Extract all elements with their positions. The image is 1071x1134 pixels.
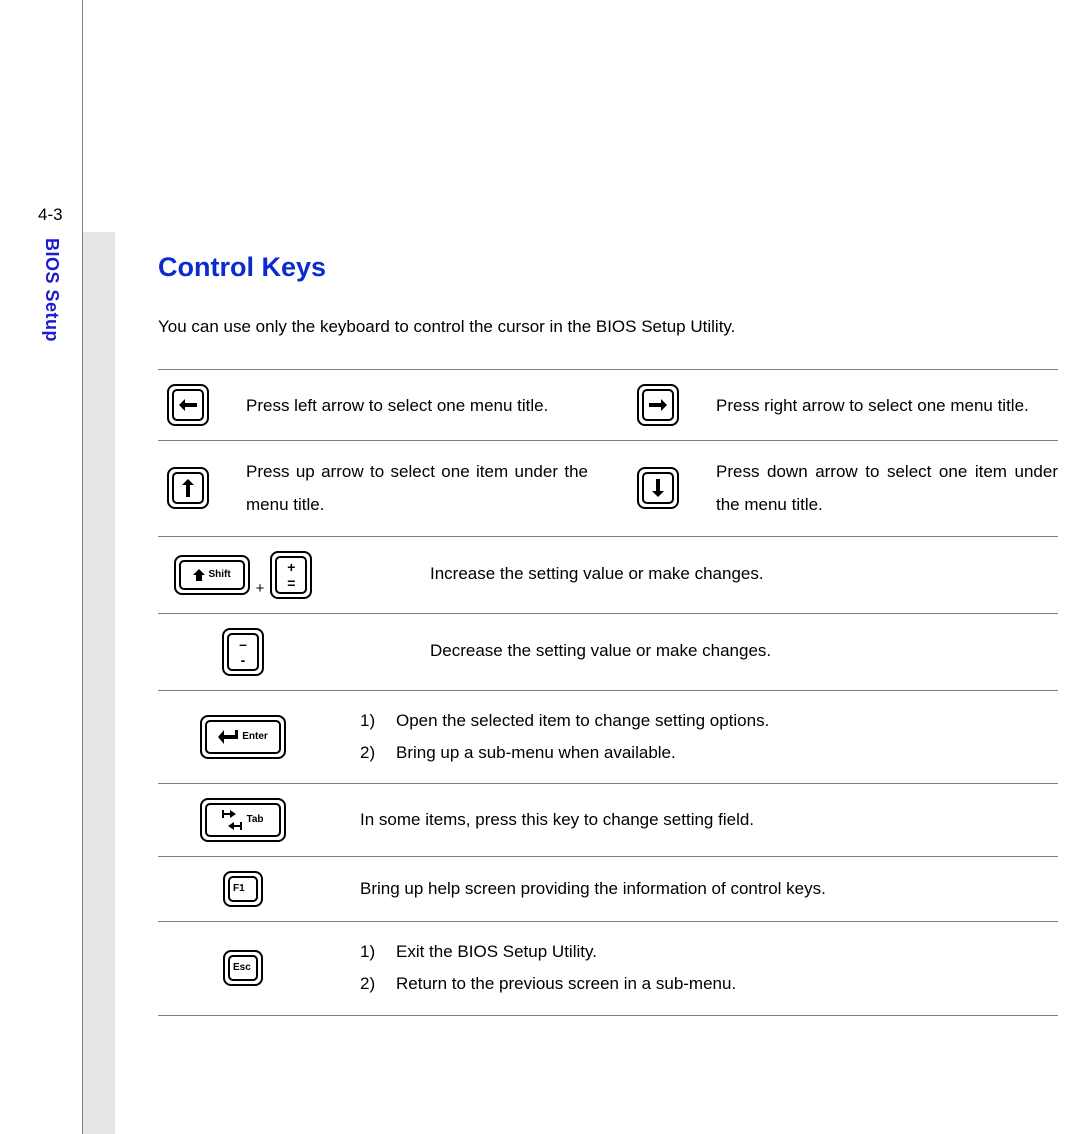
- tab-desc: In some items, press this key to change …: [360, 804, 1058, 836]
- row-enter: Enter 1) Open the selected item to change…: [158, 690, 1058, 784]
- shift-key-icon: Shift: [174, 555, 250, 595]
- right-arrow-key-icon: [637, 384, 679, 426]
- enter-desc-list: 1) Open the selected item to change setti…: [360, 705, 1058, 770]
- plus-separator: +: [256, 580, 265, 599]
- right-arrow-desc: Press right arrow to select one menu tit…: [716, 389, 1058, 422]
- col-right-arrow: Press right arrow to select one menu tit…: [628, 384, 1058, 426]
- tab-key-label: Tab: [246, 815, 263, 825]
- up-arrow-desc: Press up arrow to select one item under …: [246, 455, 588, 521]
- enter-key-icon: Enter: [200, 715, 286, 759]
- tab-key-icon: Tab: [200, 798, 286, 842]
- keycap-right-arrow: [628, 384, 688, 426]
- plus-glyph: +: [287, 560, 295, 574]
- row-tab: Tab In some items, press this key to cha…: [158, 783, 1058, 856]
- enter-arrow-glyph-icon: [218, 730, 238, 744]
- side-tab-label: BIOS Setup: [41, 238, 62, 342]
- section-heading: Control Keys: [158, 252, 1058, 283]
- keycap-esc: Esc: [158, 950, 328, 986]
- intro-text: You can use only the keyboard to control…: [158, 311, 1058, 343]
- esc-desc1-num: 1): [360, 936, 382, 968]
- minus-top-glyph: –: [239, 637, 247, 651]
- row-shift-plus: Shift + + = Increase the setting value o…: [158, 536, 1058, 613]
- col-down-arrow: Press down arrow to select one item unde…: [628, 455, 1058, 521]
- keycap-enter: Enter: [158, 715, 328, 759]
- keycap-left-arrow: [158, 384, 218, 426]
- esc-desc1: Exit the BIOS Setup Utility.: [396, 936, 597, 968]
- keycap-down-arrow: [628, 467, 688, 509]
- enter-desc2-num: 2): [360, 737, 382, 769]
- enter-key-label: Enter: [242, 732, 268, 742]
- tab-arrows-glyph-icon: [222, 810, 242, 830]
- plus-equals-key-icon: + =: [270, 551, 312, 599]
- down-arrow-key-icon: [637, 467, 679, 509]
- keycap-up-arrow: [158, 467, 218, 509]
- left-arrow-key-icon: [167, 384, 209, 426]
- equals-glyph: =: [287, 576, 295, 590]
- keycap-shift-plus-group: Shift + + =: [158, 551, 328, 599]
- esc-desc-list: 1) Exit the BIOS Setup Utility. 2) Return …: [360, 936, 1058, 1001]
- keycap-tab: Tab: [158, 798, 328, 842]
- row-esc: Esc 1) Exit the BIOS Setup Utility. 2) Ret…: [158, 921, 1058, 1016]
- side-panel-bg: [83, 232, 115, 1134]
- esc-key-label: Esc: [233, 963, 251, 973]
- enter-desc1-num: 1): [360, 705, 382, 737]
- main-content: Control Keys You can use only the keyboa…: [158, 252, 1058, 1016]
- left-arrow-desc: Press left arrow to select one menu titl…: [246, 389, 588, 422]
- up-arrow-key-icon: [167, 467, 209, 509]
- keycap-f1: F1: [158, 871, 328, 907]
- enter-desc1: Open the selected item to change setting…: [396, 705, 769, 737]
- minus-key-icon: – -: [222, 628, 264, 676]
- decrease-desc: Decrease the setting value or make chang…: [360, 635, 1058, 667]
- f1-key-label: F1: [233, 884, 245, 894]
- row-minus: – - Decrease the setting value or make c…: [158, 613, 1058, 690]
- esc-desc2: Return to the previous screen in a sub-m…: [396, 968, 736, 1000]
- f1-desc: Bring up help screen providing the infor…: [360, 873, 1058, 905]
- down-arrow-desc: Press down arrow to select one item unde…: [716, 455, 1058, 521]
- row-left-right-arrow: Press left arrow to select one menu titl…: [158, 369, 1058, 440]
- increase-desc: Increase the setting value or make chang…: [360, 558, 1058, 590]
- shift-arrow-glyph-icon: [193, 569, 205, 581]
- keycap-minus: – -: [158, 628, 328, 676]
- enter-desc2: Bring up a sub-menu when available.: [396, 737, 676, 769]
- row-f1: F1 Bring up help screen providing the in…: [158, 856, 1058, 921]
- minus-bot-glyph: -: [241, 653, 246, 667]
- col-up-arrow: Press up arrow to select one item under …: [158, 455, 588, 521]
- page-number: 4-3: [38, 205, 63, 225]
- shift-key-label: Shift: [209, 570, 231, 580]
- f1-key-icon: F1: [223, 871, 263, 907]
- col-left-arrow: Press left arrow to select one menu titl…: [158, 384, 588, 426]
- esc-desc2-num: 2): [360, 968, 382, 1000]
- row-up-down-arrow: Press up arrow to select one item under …: [158, 440, 1058, 535]
- esc-key-icon: Esc: [223, 950, 263, 986]
